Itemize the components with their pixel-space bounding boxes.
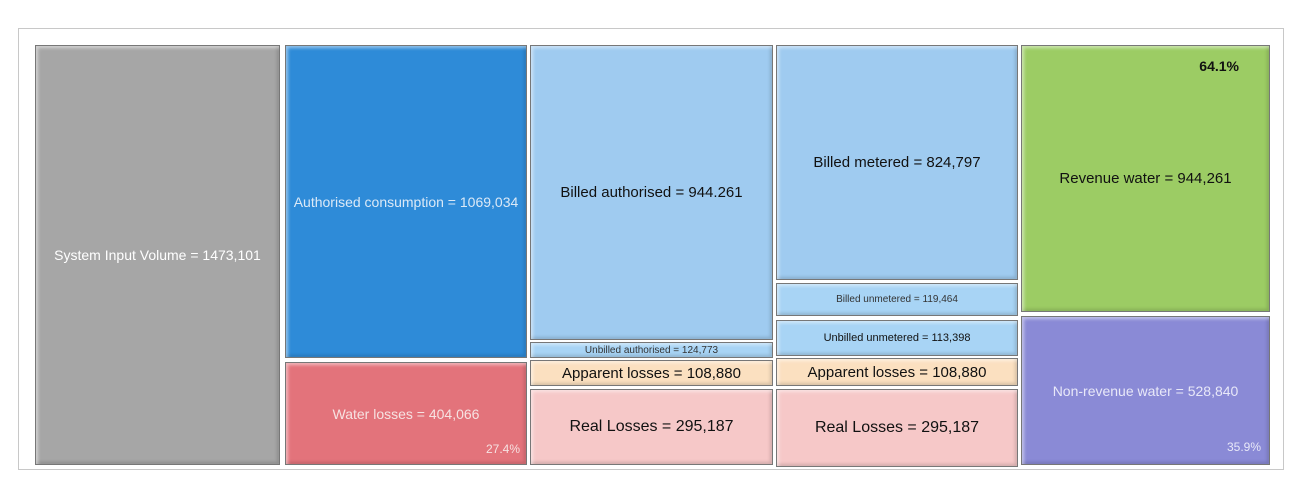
- balance-box: Non-revenue water = 528,840 35.9%: [1021, 316, 1270, 465]
- balance-box: Real Losses = 295,187: [530, 389, 773, 465]
- box-label: Billed unmetered = 119,464: [836, 294, 958, 305]
- box-label: Billed authorised = 944.261: [560, 184, 743, 201]
- box-label: System Input Volume = 1473,101: [54, 247, 261, 263]
- box-percent: 35.9%: [1226, 440, 1261, 454]
- balance-box: Unbilled unmetered = 113,398: [776, 320, 1018, 356]
- box-percent: 64.1%: [1199, 58, 1239, 74]
- balance-box: System Input Volume = 1473,101: [35, 45, 280, 465]
- balance-box: Unbilled authorised = 124,773: [530, 342, 773, 358]
- box-label: Billed metered = 824,797: [813, 154, 981, 171]
- balance-box: Apparent losses = 108,880: [776, 358, 1018, 386]
- box-label: Authorised consumption = 1069,034: [293, 193, 519, 210]
- box-label: Real Losses = 295,187: [569, 418, 734, 435]
- box-percent: 27.4%: [485, 442, 520, 456]
- balance-box: Billed unmetered = 119,464: [776, 283, 1018, 316]
- box-label: Water losses = 404,066: [332, 405, 480, 422]
- balance-box: Authorised consumption = 1069,034: [285, 45, 527, 358]
- box-label: Non-revenue water = 528,840: [1052, 382, 1239, 399]
- balance-box: Real Losses = 295,187: [776, 389, 1018, 467]
- balance-box: Revenue water = 944,261 64.1%: [1021, 45, 1270, 312]
- box-label: Revenue water = 944,261: [1059, 170, 1232, 187]
- balance-box: Apparent losses = 108,880: [530, 360, 773, 386]
- balance-box: Water losses = 404,066 27.4%: [285, 362, 527, 465]
- box-label: Apparent losses = 108,880: [807, 363, 987, 381]
- balance-box: Billed metered = 824,797: [776, 45, 1018, 280]
- balance-box: Billed authorised = 944.261: [530, 45, 773, 340]
- box-label: Unbilled authorised = 124,773: [584, 344, 719, 356]
- box-label: Apparent losses = 108,880: [562, 364, 741, 382]
- diagram-frame: [18, 28, 1284, 470]
- box-label: Real Losses = 295,187: [814, 419, 980, 436]
- box-label: Unbilled unmetered = 113,398: [823, 332, 971, 344]
